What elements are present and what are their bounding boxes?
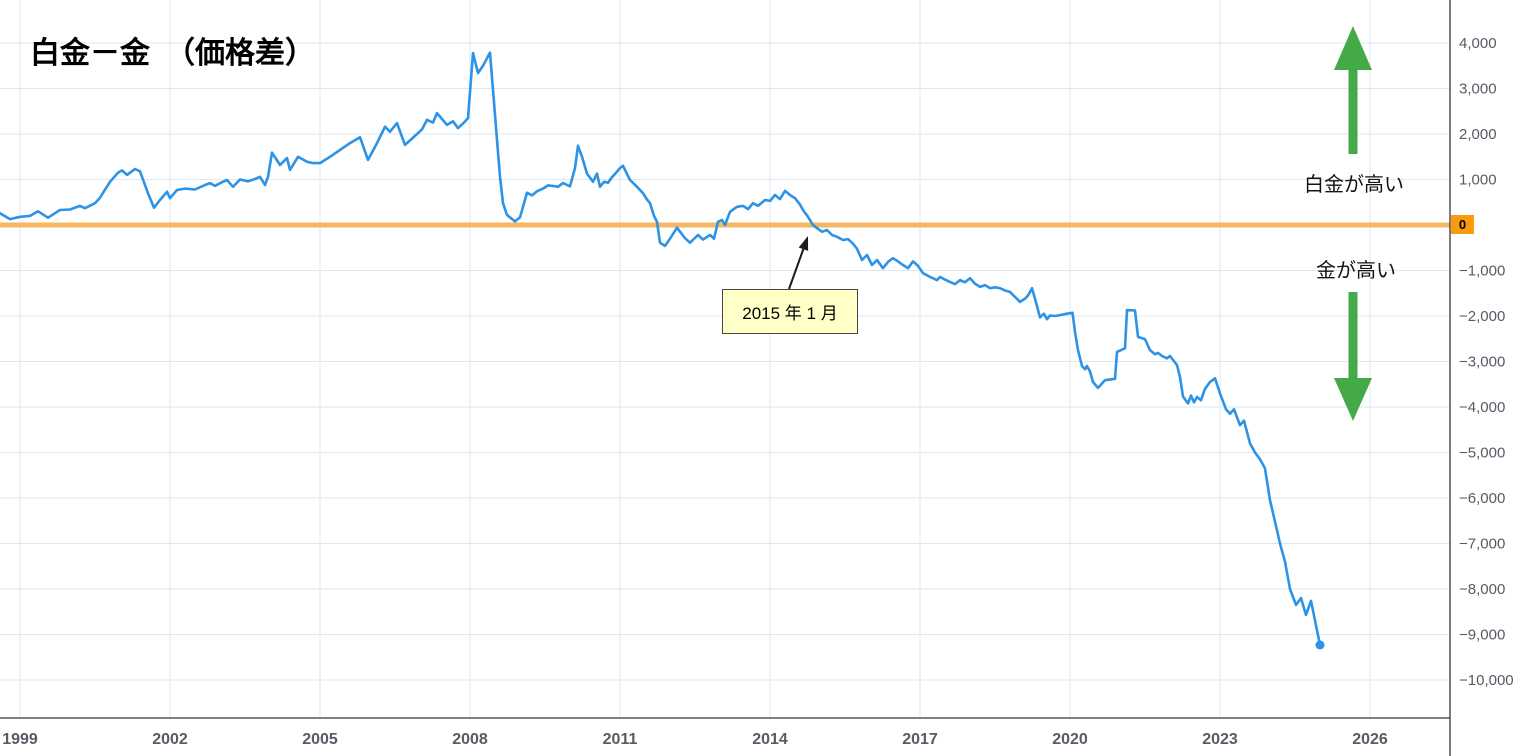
callout-arrow-line — [788, 248, 805, 290]
x-tick-label: 2002 — [152, 731, 188, 748]
gold-higher-label: 金が高い — [1316, 260, 1396, 282]
platinum-higher-label: 白金が高い — [1304, 174, 1404, 196]
page-title: 白金－金 （価格差） — [30, 37, 315, 70]
x-tick-label: 2020 — [1052, 731, 1088, 748]
y-tick-label: −10,000 — [1459, 672, 1514, 689]
up-arrow-icon — [1334, 26, 1372, 154]
x-tick-label: 2011 — [603, 731, 638, 748]
y-tick-label: −5,000 — [1459, 445, 1505, 462]
y-tick-label: −2,000 — [1459, 308, 1505, 325]
y-tick-label: −4,000 — [1459, 399, 1505, 416]
y-tick-label: −3,000 — [1459, 354, 1505, 371]
x-tick-label: 2008 — [452, 731, 488, 748]
x-tick-label: 2014 — [752, 731, 788, 748]
y-tick-label: 3,000 — [1459, 81, 1497, 98]
series-line — [0, 51, 1322, 647]
x-tick-label: 2017 — [902, 731, 938, 748]
series-end-dot — [1315, 640, 1325, 650]
y-tick-label: −7,000 — [1459, 536, 1505, 553]
y-tick-label: 4,000 — [1459, 35, 1497, 52]
y-tick-label: 1,000 — [1459, 172, 1497, 189]
x-tick-label: 2023 — [1202, 731, 1238, 748]
y-tick-label: −6,000 — [1459, 490, 1505, 507]
x-tick-label: 1999 — [2, 731, 38, 748]
zero-badge-text: 0 — [1458, 217, 1467, 232]
callout-2015-jan: 2015 年 1 月 — [722, 289, 858, 334]
y-tick-label: −8,000 — [1459, 581, 1505, 598]
down-arrow-icon — [1334, 292, 1372, 421]
y-tick-label: −9,000 — [1459, 627, 1505, 644]
x-tick-label: 2026 — [1352, 731, 1388, 748]
y-tick-label: 2,000 — [1459, 126, 1497, 143]
zero-axis-badge: 0 — [1451, 215, 1474, 234]
callout-text: 2015 年 1 月 — [742, 304, 838, 323]
callout-arrowhead-icon — [798, 236, 809, 251]
x-tick-label: 2005 — [302, 731, 338, 748]
y-tick-label: −1,000 — [1459, 263, 1505, 280]
